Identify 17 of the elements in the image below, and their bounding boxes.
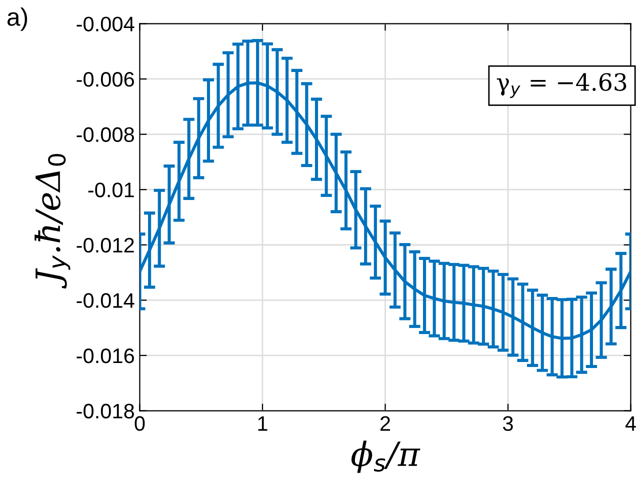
y-tick-label: -0.008 xyxy=(76,127,134,142)
text: a) xyxy=(7,8,28,31)
y-tick-label: -0.006 xyxy=(76,72,134,87)
y-tick-label: -0.01 xyxy=(88,182,134,198)
y-tick-label: -0.016 xyxy=(76,348,134,364)
annotation: γ$_{y}$ = −4.63 xyxy=(496,73,626,98)
x-tick-label: 4 xyxy=(625,416,636,431)
x-tick-label: 0 xyxy=(134,416,145,431)
y-tick-label: -0.012 xyxy=(76,238,134,253)
x-tick-label: 2 xyxy=(380,416,390,431)
y-tick-label: -0.014 xyxy=(76,293,134,308)
y-tick-label: -0.018 xyxy=(76,404,134,419)
x-tick-label: 1 xyxy=(258,416,268,431)
y-axis-title: J$_{y}$.ħ/eΔ$_{0}$ xyxy=(34,154,70,289)
x-tick-label: 3 xyxy=(502,416,513,431)
x-axis-title: ϕ$_{s}$/π xyxy=(351,440,420,473)
y-tick-label: -0.004 xyxy=(76,16,134,32)
